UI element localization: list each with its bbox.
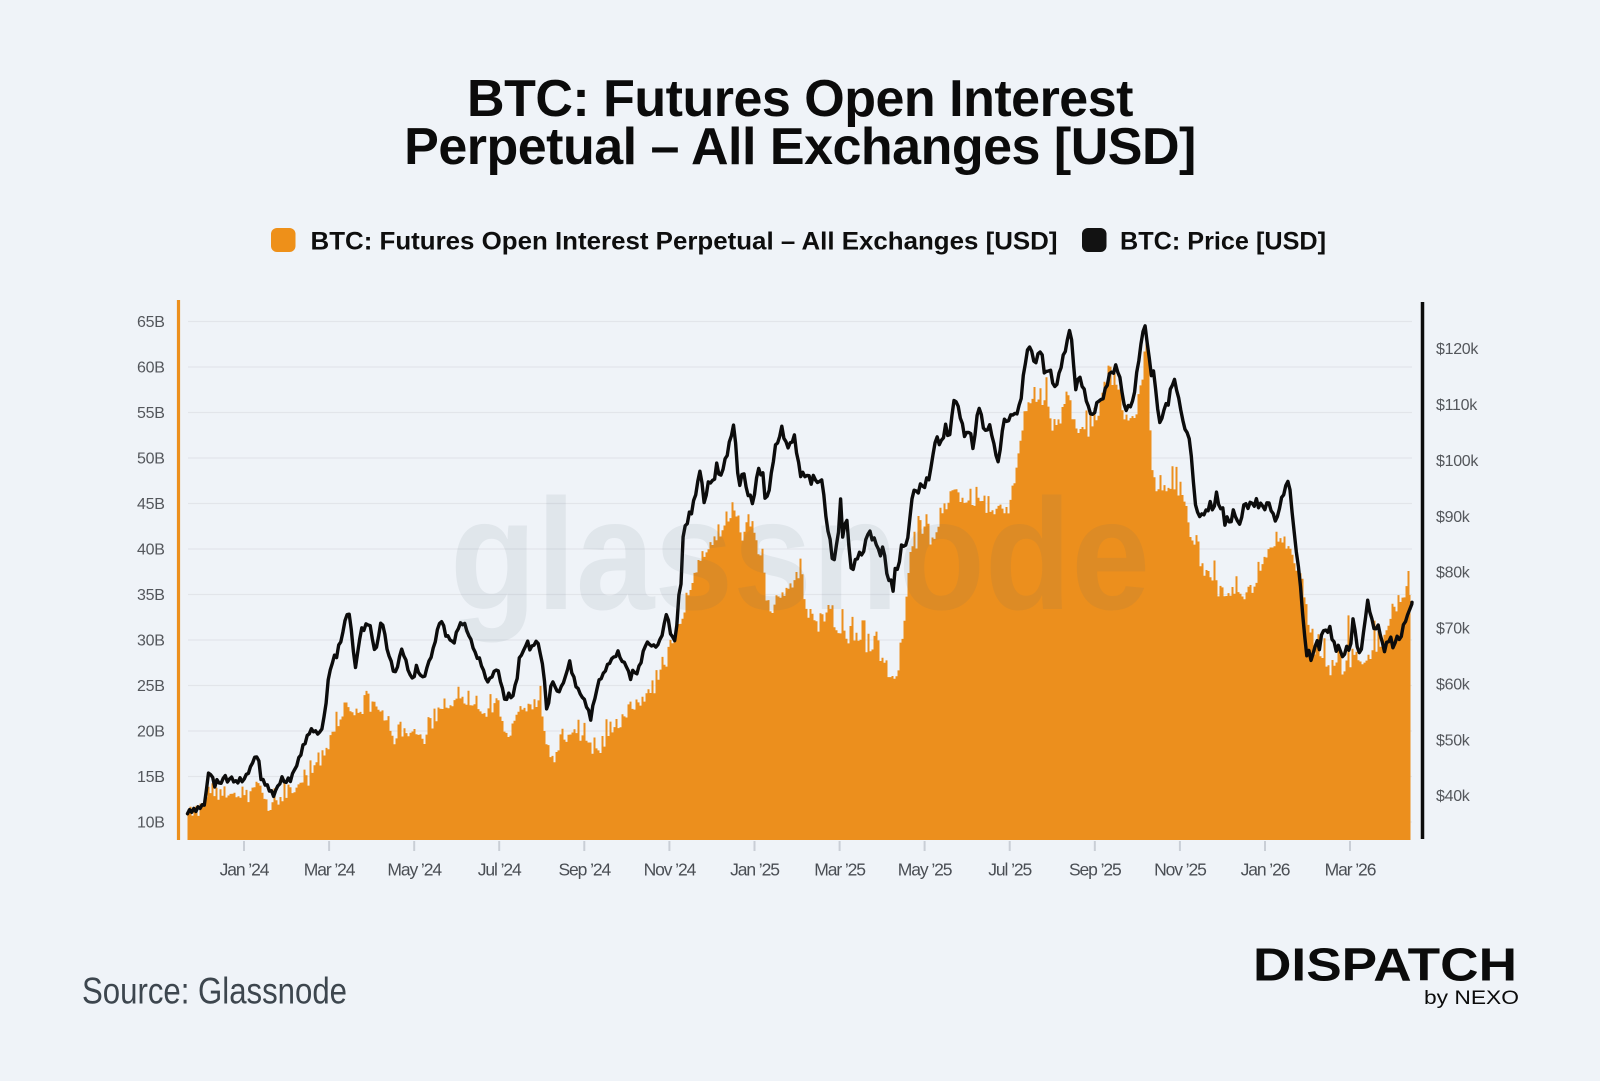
svg-text:Jul ’24: Jul ’24 <box>478 859 522 879</box>
svg-text:$80k: $80k <box>1436 565 1471 582</box>
svg-text:10B: 10B <box>137 815 165 832</box>
svg-text:May ’24: May ’24 <box>387 859 442 879</box>
svg-text:DISPATCH: DISPATCH <box>1253 939 1517 991</box>
svg-text:Sep ’24: Sep ’24 <box>558 859 611 879</box>
svg-text:$120k: $120k <box>1436 341 1479 358</box>
svg-text:$50k: $50k <box>1436 732 1471 749</box>
svg-text:Jan ’24: Jan ’24 <box>220 859 270 879</box>
svg-text:Jan ’26: Jan ’26 <box>1241 859 1290 879</box>
svg-text:Nov ’25: Nov ’25 <box>1154 859 1206 879</box>
svg-text:20B: 20B <box>137 724 165 741</box>
svg-text:$110k: $110k <box>1436 397 1478 414</box>
svg-text:35B: 35B <box>137 587 165 604</box>
svg-text:30B: 30B <box>137 633 165 650</box>
svg-text:50B: 50B <box>137 451 165 468</box>
svg-text:Source: Glassnode: Source: Glassnode <box>82 971 347 1012</box>
svg-text:40B: 40B <box>137 542 165 559</box>
svg-text:$40k: $40k <box>1436 788 1471 805</box>
svg-text:45B: 45B <box>137 496 165 513</box>
svg-text:BTC: Futures Open Interest Per: BTC: Futures Open Interest Perpetual – A… <box>311 228 1058 256</box>
svg-text:$90k: $90k <box>1436 509 1471 526</box>
svg-text:glassnode: glassnode <box>450 467 1150 643</box>
svg-text:$70k: $70k <box>1436 621 1471 638</box>
svg-text:Jan ’25: Jan ’25 <box>730 859 779 879</box>
svg-text:$60k: $60k <box>1436 677 1471 694</box>
svg-text:May ’25: May ’25 <box>898 859 952 879</box>
svg-text:Jul ’25: Jul ’25 <box>988 859 1031 879</box>
svg-text:25B: 25B <box>137 678 165 695</box>
svg-text:60B: 60B <box>137 360 165 377</box>
svg-text:55B: 55B <box>137 405 165 422</box>
svg-text:Mar ’24: Mar ’24 <box>304 859 356 879</box>
svg-text:65B: 65B <box>137 314 165 331</box>
svg-text:$100k: $100k <box>1436 453 1479 470</box>
svg-text:Nov ’24: Nov ’24 <box>644 859 697 879</box>
svg-text:15B: 15B <box>137 769 165 786</box>
svg-text:Mar ’25: Mar ’25 <box>814 859 865 879</box>
svg-text:Sep ’25: Sep ’25 <box>1069 859 1121 879</box>
svg-text:by NEXO: by NEXO <box>1424 988 1519 1009</box>
svg-text:BTC: Price [USD]: BTC: Price [USD] <box>1120 228 1326 256</box>
svg-text:Mar ’26: Mar ’26 <box>1325 859 1376 879</box>
